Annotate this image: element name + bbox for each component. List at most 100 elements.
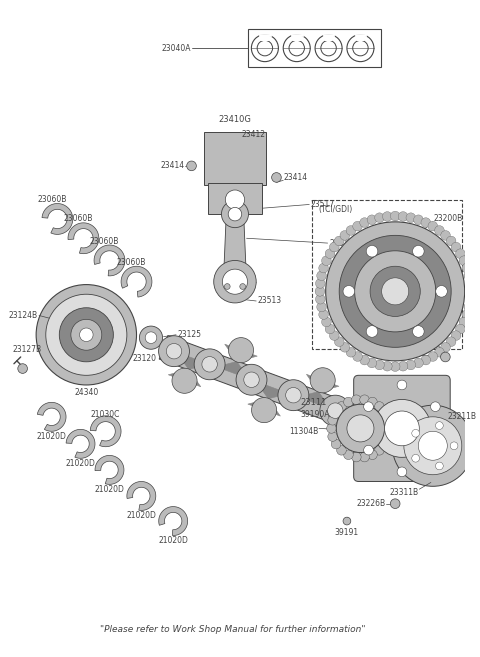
Circle shape (456, 249, 465, 258)
Circle shape (398, 212, 408, 221)
Circle shape (441, 352, 450, 362)
Circle shape (60, 307, 113, 362)
Circle shape (214, 260, 256, 303)
Polygon shape (95, 455, 124, 484)
Circle shape (436, 286, 447, 297)
Text: 23410G: 23410G (218, 115, 252, 124)
Circle shape (451, 242, 461, 252)
Circle shape (382, 278, 408, 305)
Circle shape (404, 417, 462, 475)
Circle shape (325, 249, 335, 258)
Circle shape (466, 286, 475, 296)
Circle shape (328, 432, 337, 442)
Text: 23414: 23414 (283, 173, 307, 182)
Text: 21020D: 21020D (66, 459, 96, 468)
Circle shape (272, 173, 281, 182)
Circle shape (364, 402, 373, 411)
Circle shape (428, 351, 438, 361)
Circle shape (462, 310, 472, 319)
Polygon shape (159, 336, 377, 436)
Circle shape (380, 408, 390, 418)
Text: 21020D: 21020D (126, 510, 156, 520)
Circle shape (370, 266, 420, 317)
Circle shape (360, 395, 370, 405)
Text: 21030C: 21030C (91, 411, 120, 419)
Circle shape (412, 430, 420, 437)
Circle shape (325, 324, 335, 334)
Polygon shape (216, 344, 257, 379)
Circle shape (465, 294, 475, 304)
Circle shape (374, 401, 384, 411)
Circle shape (390, 212, 400, 221)
Circle shape (347, 415, 374, 442)
Circle shape (360, 355, 370, 365)
Circle shape (384, 432, 393, 442)
Circle shape (166, 344, 182, 359)
Circle shape (465, 279, 475, 288)
Circle shape (139, 326, 163, 350)
Text: (TCI/GDI): (TCI/GDI) (318, 205, 352, 214)
Circle shape (397, 467, 407, 477)
Circle shape (327, 424, 336, 433)
Polygon shape (159, 507, 188, 535)
Circle shape (421, 217, 431, 227)
Circle shape (359, 415, 374, 430)
Polygon shape (127, 482, 156, 510)
Circle shape (339, 235, 451, 348)
Circle shape (326, 222, 465, 361)
Circle shape (366, 326, 378, 337)
Circle shape (240, 284, 246, 290)
Circle shape (355, 251, 436, 332)
Text: "Please refer to Work Shop Manual for further information": "Please refer to Work Shop Manual for fu… (100, 625, 366, 634)
Circle shape (340, 231, 349, 240)
Circle shape (412, 246, 424, 257)
Circle shape (346, 225, 356, 235)
Circle shape (446, 236, 456, 246)
Circle shape (368, 397, 377, 407)
Text: 23412: 23412 (242, 131, 266, 139)
Bar (204, 132, 266, 185)
Circle shape (375, 213, 384, 223)
Circle shape (464, 302, 474, 312)
Text: 23120: 23120 (132, 354, 156, 363)
Circle shape (367, 358, 377, 368)
Circle shape (346, 348, 356, 357)
Polygon shape (298, 374, 339, 409)
Circle shape (406, 213, 416, 223)
Polygon shape (168, 352, 209, 387)
Circle shape (310, 368, 335, 393)
Circle shape (331, 408, 341, 418)
Circle shape (328, 415, 337, 425)
Text: 11304B: 11304B (288, 427, 318, 436)
Circle shape (392, 405, 473, 486)
Circle shape (343, 286, 355, 297)
Polygon shape (66, 430, 95, 459)
Circle shape (367, 215, 377, 225)
Circle shape (322, 256, 331, 265)
Circle shape (434, 348, 444, 357)
Text: 39191: 39191 (335, 528, 359, 537)
Circle shape (419, 431, 447, 461)
Circle shape (222, 269, 248, 294)
Circle shape (456, 324, 465, 334)
Circle shape (353, 40, 368, 56)
Circle shape (435, 422, 443, 430)
Circle shape (435, 462, 443, 470)
Text: 23200B: 23200B (434, 214, 463, 223)
Text: 23311B: 23311B (389, 487, 419, 497)
Text: 23510: 23510 (330, 238, 354, 248)
Circle shape (187, 161, 196, 171)
Circle shape (428, 221, 438, 231)
Circle shape (366, 246, 378, 257)
Circle shape (336, 401, 346, 411)
Circle shape (327, 403, 343, 419)
Circle shape (462, 263, 472, 273)
Circle shape (315, 279, 325, 288)
Circle shape (384, 424, 394, 433)
Circle shape (228, 338, 253, 363)
Text: 23060B: 23060B (64, 214, 93, 223)
Circle shape (18, 364, 27, 373)
Circle shape (434, 225, 444, 235)
Text: 23111: 23111 (300, 398, 327, 407)
Circle shape (421, 355, 431, 365)
